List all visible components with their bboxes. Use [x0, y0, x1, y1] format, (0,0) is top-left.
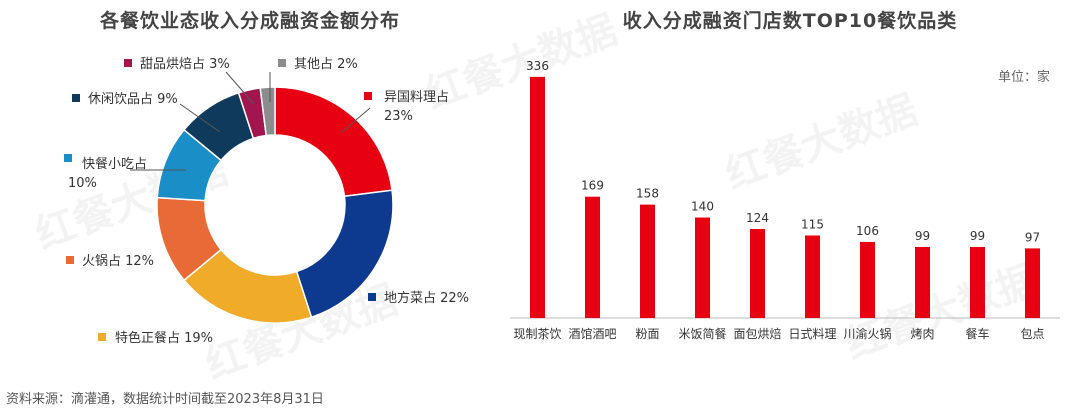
slice-label: 地方菜占 22%: [384, 290, 469, 306]
unit-label: 单位：家: [997, 70, 1050, 85]
donut-slice: [274, 86, 393, 198]
slice-label: 异国料理占: [384, 90, 449, 105]
legend-swatch: [66, 256, 74, 264]
bar-chart-panel: 收入分成融资门店数TOP10餐饮品类 单位：家 336 现制茶饮 169 酒馆酒吧 15…: [500, 0, 1080, 380]
slice-value-label: 23%: [384, 109, 413, 124]
bar: [1025, 248, 1040, 318]
bar: [750, 229, 765, 318]
bar-value-label: 336: [526, 59, 549, 73]
legend-swatch: [72, 94, 80, 102]
bar-value-label: 158: [636, 187, 659, 201]
bar-value-label: 124: [746, 211, 769, 225]
bar-value-label: 99: [915, 229, 930, 243]
bar: [695, 217, 710, 318]
donut-chart: 异国料理占 23% 地方菜占 22% 特色正餐占 19% 火锅占 12% 快餐小吃占 10%…: [64, 56, 469, 346]
legend-swatch: [124, 59, 132, 67]
slice-label: 其他占 2%: [294, 57, 358, 72]
donut-slice: [259, 86, 276, 137]
bar: [970, 246, 985, 318]
slice-label: 特色正餐占 19%: [115, 330, 213, 346]
bar-value-label: 140: [691, 200, 714, 214]
category-label: 餐车: [965, 326, 989, 341]
bar: [915, 246, 930, 318]
bar-chart-title: 收入分成融资门店数TOP10餐饮品类: [622, 10, 958, 32]
bar: [530, 76, 545, 318]
legend-swatch: [368, 293, 376, 301]
bar-value-label: 106: [856, 224, 879, 238]
leader-line: [225, 71, 255, 105]
category-label: 酒馆酒吧: [568, 326, 616, 341]
source-footnote: 资料来源：滴灌通，数据统计时间截至2023年8月31日: [6, 392, 324, 407]
bar-value-label: 97: [1025, 230, 1040, 244]
bar-value-label: 99: [970, 229, 985, 243]
leader-line: [179, 103, 221, 133]
donut-chart-panel: 各餐饮业态收入分成融资金额分布 异国料理占 23% 地方菜占 22% 特色正餐占 19…: [0, 0, 540, 380]
legend-swatch: [98, 333, 106, 341]
category-label: 川渝火锅: [843, 326, 891, 341]
slice-label: 甜品烘焙占 3%: [140, 56, 230, 72]
bar-chart: 336 现制茶饮 169 酒馆酒吧 158 粉面 140 米饭简餐 124 面包烘焙 115 日式料理…: [510, 59, 1060, 341]
slice-label: 休闲饮品占 9%: [88, 92, 178, 107]
category-label: 现制茶饮: [513, 326, 561, 341]
category-label: 烤肉: [910, 326, 934, 341]
category-label: 面包烘焙: [733, 326, 781, 341]
bar: [585, 196, 600, 318]
leader-line: [341, 107, 371, 133]
donut-chart-title: 各餐饮业态收入分成融资金额分布: [99, 10, 400, 32]
donut-slice: [295, 189, 394, 319]
bar: [640, 204, 655, 318]
bar-value-label: 169: [581, 179, 604, 193]
legend-swatch: [278, 59, 286, 67]
slice-label: 快餐小吃占: [82, 156, 147, 172]
legend-swatch: [364, 92, 372, 100]
bar: [805, 235, 820, 318]
category-label: 包点: [1020, 327, 1044, 341]
category-label: 日式料理: [788, 327, 836, 341]
slice-value-label: 10%: [68, 176, 97, 191]
bar: [860, 241, 875, 318]
category-label: 米饭简餐: [678, 326, 726, 341]
legend-swatch: [64, 154, 72, 162]
category-label: 粉面: [635, 327, 659, 341]
slice-label: 火锅占 12%: [82, 253, 154, 269]
bar-value-label: 115: [801, 217, 824, 231]
